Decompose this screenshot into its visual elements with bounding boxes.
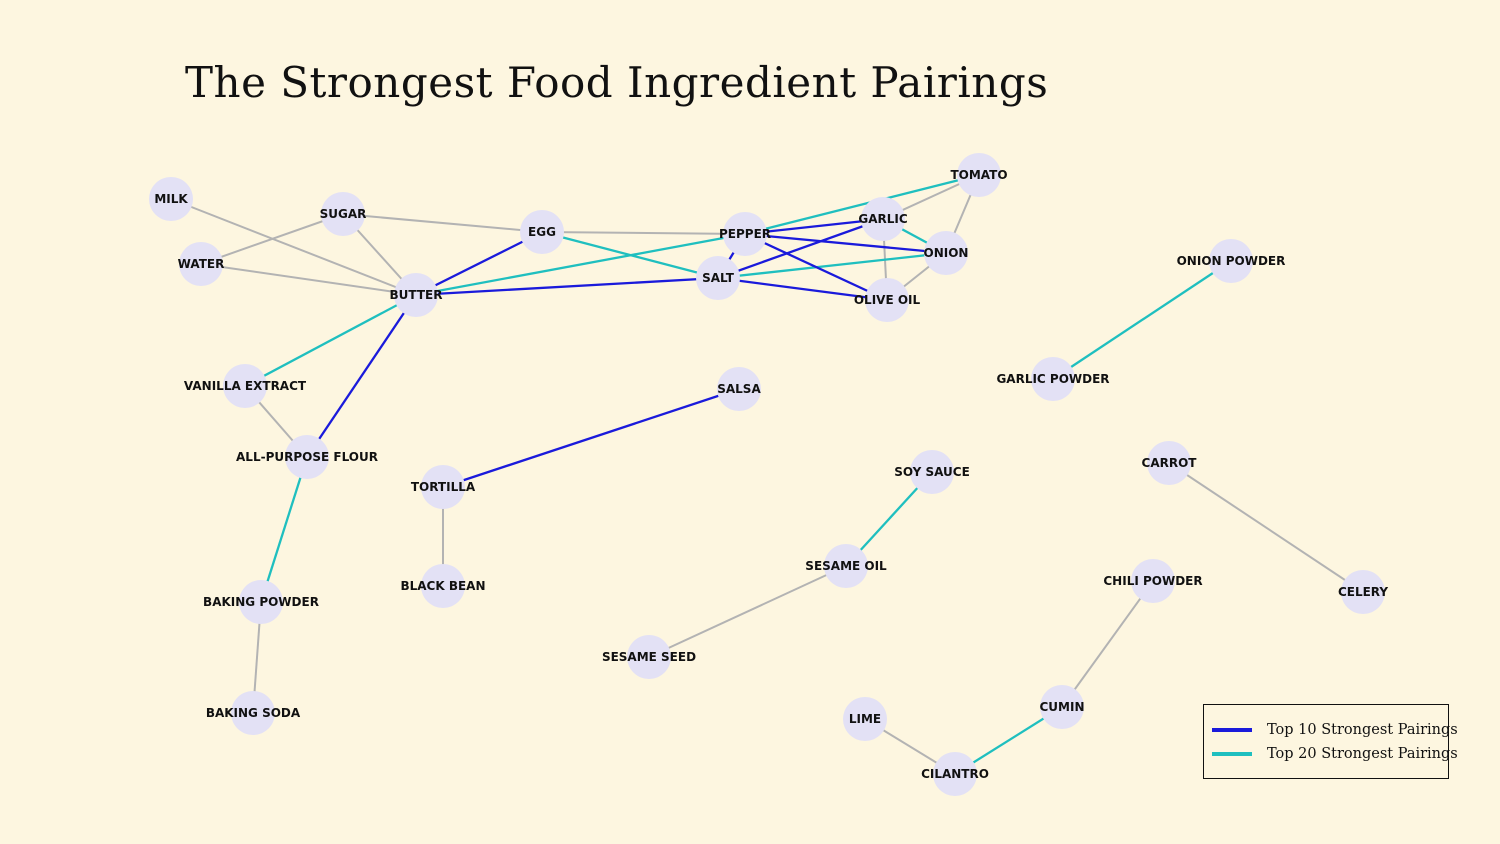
diagram-title: The Strongest Food Ingredient Pairings [185, 58, 1049, 107]
edge-pepper-garlic [744, 217, 884, 236]
node-butter [394, 273, 438, 317]
node-milk [149, 177, 193, 221]
node-cumin [1040, 685, 1084, 729]
node-cilantro [933, 752, 977, 796]
node-labels: MILK SUGAR WATER EGG BUTTER PEPPER GARLIC TOMAT… [154, 168, 1388, 781]
edge-salt-garlic [717, 217, 884, 280]
node-baking-soda [231, 691, 275, 735]
node-label-baking-soda: BAKING SODA [206, 706, 301, 720]
node-pepper [723, 212, 767, 256]
node-circles [149, 153, 1385, 796]
edge-tortilla-salsa [442, 387, 740, 489]
node-label-chili-powder: CHILI POWDER [1103, 574, 1202, 588]
node-label-vanilla-extract: VANILLA EXTRACT [184, 379, 307, 393]
node-label-cilantro: CILANTRO [921, 767, 989, 781]
edge-butter-salt [415, 276, 719, 297]
node-label-baking-powder: BAKING POWDER [203, 595, 319, 609]
node-onion-powder [1209, 239, 1253, 283]
node-all-purpose-flour [285, 435, 329, 479]
node-salsa [717, 367, 761, 411]
edge-butter-all-purpose-flour [306, 294, 417, 458]
node-layer: MILK SUGAR WATER EGG BUTTER PEPPER GARLIC TOMAT… [149, 153, 1388, 796]
node-chili-powder [1131, 559, 1175, 603]
node-black-bean [421, 564, 465, 608]
node-label-black-bean: BLACK BEAN [400, 579, 485, 593]
node-label-water: WATER [178, 257, 225, 271]
node-garlic-powder [1031, 357, 1075, 401]
node-label-egg: EGG [528, 225, 556, 239]
node-olive-oil [865, 278, 909, 322]
node-baking-powder [239, 580, 283, 624]
edge-pepper-olive-oil [744, 232, 888, 302]
node-tomato [957, 153, 1001, 197]
node-label-salsa: SALSA [717, 382, 761, 396]
node-water [179, 242, 223, 286]
legend-swatch-top20 [1212, 752, 1252, 756]
node-label-butter: BUTTER [390, 288, 443, 302]
edge-pepper-onion [744, 232, 947, 255]
node-sesame-seed [627, 635, 671, 679]
node-label-onion: ONION [924, 246, 969, 260]
edge-sesame-oil-sesame-seed [648, 565, 847, 658]
edge-all-purpose-flour-baking-powder [259, 456, 309, 603]
node-onion [924, 231, 968, 275]
node-label-olive-oil: OLIVE OIL [854, 293, 921, 307]
node-tortilla [421, 465, 465, 509]
node-label-lime: LIME [849, 712, 881, 726]
edge-chili-powder-cumin [1061, 580, 1154, 708]
node-label-all-purpose-flour: ALL-PURPOSE FLOUR [236, 450, 378, 464]
node-soy-sauce [910, 450, 954, 494]
node-label-celery: CELERY [1338, 585, 1388, 599]
edge-carrot-celery [1168, 462, 1364, 593]
node-carrot [1147, 441, 1191, 485]
node-lime [843, 697, 887, 741]
node-label-onion-powder: ONION POWDER [1177, 254, 1286, 268]
node-vanilla-extract [223, 364, 267, 408]
node-garlic [861, 197, 905, 241]
edge-sugar-water [200, 213, 344, 265]
legend-swatch-top10 [1212, 728, 1252, 732]
edge-butter-pepper [415, 232, 746, 297]
node-label-cumin: CUMIN [1040, 700, 1085, 714]
node-label-garlic: GARLIC [858, 212, 907, 226]
edge-butter-egg [415, 230, 543, 297]
node-label-garlic-powder: GARLIC POWDER [996, 372, 1109, 386]
edge-salt-onion [717, 251, 947, 280]
node-label-salt: SALT [702, 271, 735, 285]
node-sesame-oil [824, 544, 868, 588]
legend: Top 10 Strongest Pairings Top 20 Stronge… [1203, 704, 1458, 779]
legend-label-top10: Top 10 Strongest Pairings [1267, 722, 1458, 738]
edge-water-butter [200, 263, 417, 296]
node-label-tortilla: TORTILLA [411, 480, 476, 494]
node-celery [1341, 570, 1385, 614]
edge-milk-butter [170, 198, 417, 296]
legend-label-top20: Top 20 Strongest Pairings [1267, 746, 1458, 762]
node-label-carrot: CARROT [1142, 456, 1198, 470]
edge-salt-olive-oil [717, 276, 888, 302]
node-label-milk: MILK [154, 192, 188, 206]
node-label-pepper: PEPPER [719, 227, 771, 241]
edge-egg-pepper [541, 231, 746, 235]
edge-onion-powder-garlic-powder [1052, 260, 1232, 380]
edge-butter-vanilla-extract [244, 293, 417, 388]
edge-sugar-egg [342, 213, 543, 233]
legend-item-top20: Top 20 Strongest Pairings [1212, 744, 1458, 764]
node-label-tomato: TOMATO [950, 168, 1007, 182]
node-label-sesame-oil: SESAME OIL [805, 559, 887, 573]
node-label-sesame-seed: SESAME SEED [602, 650, 696, 664]
node-label-sugar: SUGAR [320, 207, 367, 221]
node-salt [696, 256, 740, 300]
node-sugar [321, 192, 365, 236]
node-egg [520, 210, 564, 254]
legend-item-top10: Top 10 Strongest Pairings [1212, 720, 1458, 740]
edge-pepper-tomato [744, 173, 980, 236]
node-label-soy-sauce: SOY SAUCE [894, 465, 970, 479]
